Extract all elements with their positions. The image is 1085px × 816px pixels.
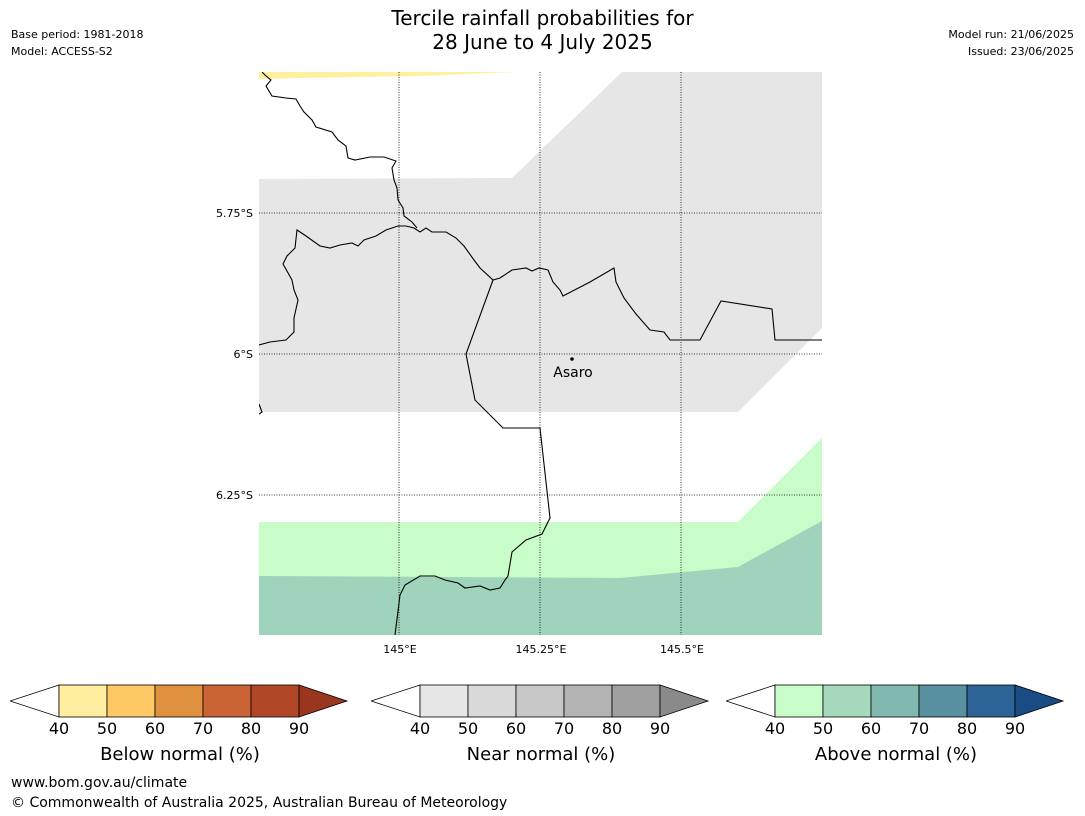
colorbar-near-swatches bbox=[371, 684, 710, 718]
colorbar-near-label: Near normal (%) bbox=[466, 744, 616, 765]
lat-label-6: 6°S bbox=[234, 348, 253, 361]
asaro-label: Asaro bbox=[553, 365, 592, 381]
colorbar-below-swatches bbox=[10, 684, 349, 718]
colorbar-near-over-arrow bbox=[659, 684, 710, 718]
colorbar-below-tick-70: 70 bbox=[192, 719, 214, 738]
colorbar-above-tick-40: 40 bbox=[764, 719, 786, 738]
province-boundaries bbox=[259, 72, 822, 635]
below-normal-region bbox=[259, 72, 515, 79]
colorbar-above-tick-50: 50 bbox=[812, 719, 834, 738]
issued-date: Issued: 23/06/2025 bbox=[967, 45, 1074, 58]
colorbar-below-swatch-2 bbox=[154, 684, 204, 718]
colorbar-above-swatch-1 bbox=[822, 684, 872, 718]
colorbar-below-swatch-1 bbox=[106, 684, 156, 718]
colorbar-above-swatch-2 bbox=[870, 684, 920, 718]
colorbar-above-tick-70: 70 bbox=[908, 719, 930, 738]
lat-label-5-75: 5.75°S bbox=[216, 207, 253, 220]
colorbar-below-swatch-4 bbox=[250, 684, 300, 718]
footer-url[interactable]: www.bom.gov.au/climate bbox=[11, 775, 188, 791]
colorbar-near-tick-90: 90 bbox=[649, 719, 671, 738]
colorbar-below-swatch-3 bbox=[202, 684, 252, 718]
colorbar-above-label: Above normal (%) bbox=[814, 744, 978, 765]
boundary-sw-fragment bbox=[259, 403, 263, 415]
colorbar-above-swatch-3 bbox=[918, 684, 968, 718]
colorbar-near-tick-80: 80 bbox=[601, 719, 623, 738]
colorbar-near-under-arrow bbox=[371, 684, 421, 718]
boundary-west bbox=[259, 225, 822, 346]
colorbar-near-swatch-0 bbox=[419, 684, 469, 718]
boundary-north bbox=[261, 72, 418, 229]
colorbar-near-swatch-3 bbox=[563, 684, 613, 718]
lon-label-145-25: 145.25°E bbox=[516, 643, 567, 656]
colorbar-below-under-arrow bbox=[10, 684, 60, 718]
colorbar-below-tick-40: 40 bbox=[48, 719, 70, 738]
colorbar-above-swatches bbox=[726, 684, 1065, 718]
colorbar-near-tick-60: 60 bbox=[505, 719, 527, 738]
colorbar-below-tick-50: 50 bbox=[96, 719, 118, 738]
colorbar-above-tick-60: 60 bbox=[860, 719, 882, 738]
colorbar-below-over-arrow bbox=[298, 684, 349, 718]
lon-label-145-5: 145.5°E bbox=[660, 643, 704, 656]
colorbar-above-tick-90: 90 bbox=[1004, 719, 1026, 738]
colorbar-near-swatch-1 bbox=[467, 684, 517, 718]
colorbar-below-tick-60: 60 bbox=[144, 719, 166, 738]
header-left: Base period: 1981-2018 Model: ACCESS-S2 bbox=[11, 26, 143, 60]
lat-label-6-25: 6.25°S bbox=[216, 489, 253, 502]
colorbar-above-over-arrow bbox=[1014, 684, 1065, 718]
colorbar-above-swatch-4 bbox=[966, 684, 1016, 718]
asaro-marker bbox=[570, 357, 574, 361]
forecast-map: Asaro 5.75°S 6°S 6.25°S 145°E 145.25°E 1… bbox=[216, 72, 822, 656]
colorbar-below-label: Below normal (%) bbox=[100, 744, 260, 765]
colorbar-below-tick-90: 90 bbox=[288, 719, 310, 738]
colorbar-below-tick-80: 80 bbox=[240, 719, 262, 738]
colorbar-above-swatch-0 bbox=[774, 684, 824, 718]
colorbar-above-under-arrow bbox=[726, 684, 776, 718]
colorbar-near-swatch-4 bbox=[611, 684, 661, 718]
header-right: Model run: 21/06/2025 Issued: 23/06/2025 bbox=[948, 26, 1074, 60]
colorbar-near-tick-50: 50 bbox=[457, 719, 479, 738]
colorbar-above-tick-80: 80 bbox=[956, 719, 978, 738]
model-run: Model run: 21/06/2025 bbox=[948, 28, 1074, 41]
colorbar-near-tick-70: 70 bbox=[553, 719, 575, 738]
colorbar-below-swatch-0 bbox=[58, 684, 108, 718]
page-title: Tercile rainfall probabilities for 28 Ju… bbox=[0, 6, 1085, 54]
model-name: Model: ACCESS-S2 bbox=[11, 45, 113, 58]
colorbar-near-tick-40: 40 bbox=[409, 719, 431, 738]
boundary-east bbox=[394, 279, 551, 635]
colorbar-near-swatch-2 bbox=[515, 684, 565, 718]
title-line-2: 28 June to 4 July 2025 bbox=[432, 30, 653, 54]
footer-copyright: © Commonwealth of Australia 2025, Austra… bbox=[11, 795, 508, 811]
title-line-1: Tercile rainfall probabilities for bbox=[391, 6, 694, 30]
above-normal-50-region bbox=[259, 521, 822, 635]
map-layers bbox=[259, 72, 822, 635]
lon-label-145: 145°E bbox=[383, 643, 416, 656]
base-period: Base period: 1981-2018 bbox=[11, 28, 144, 41]
